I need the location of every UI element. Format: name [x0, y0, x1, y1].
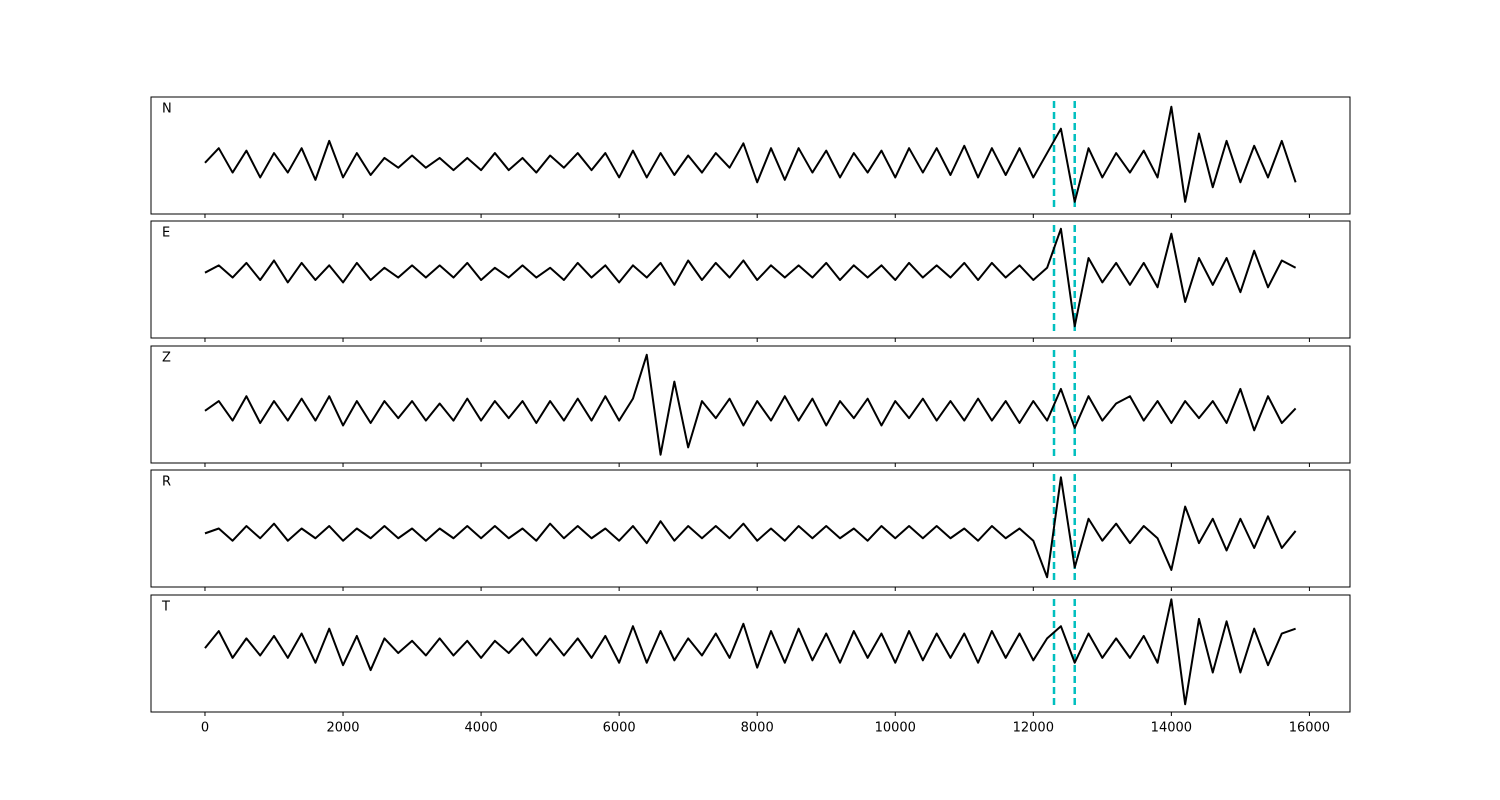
- panel-label: Z: [162, 351, 171, 366]
- panel-frame: [150, 96, 1351, 215]
- x-tick-label: 6000: [603, 721, 636, 736]
- trace: [204, 105, 1297, 203]
- trace: [204, 598, 1296, 706]
- panel-label: N: [162, 102, 172, 117]
- x-tick-label: 12000: [1013, 721, 1054, 736]
- trace: [204, 353, 1297, 456]
- trace: [204, 227, 1297, 328]
- x-tick-label: 10000: [875, 721, 916, 736]
- x-tick-label: 4000: [465, 721, 498, 736]
- x-tick-label: 2000: [326, 721, 359, 736]
- panel-frame: [150, 345, 1351, 464]
- trace: [204, 476, 1297, 579]
- x-tick-label: 8000: [741, 721, 774, 736]
- panel-frame: [150, 220, 1351, 339]
- panel-frame: [150, 594, 1351, 713]
- panel-label: R: [162, 475, 171, 490]
- x-tick-label: 0: [201, 721, 209, 736]
- panel-frame: [150, 469, 1351, 588]
- x-tick-label: 16000: [1289, 721, 1330, 736]
- panel-label: T: [161, 600, 170, 615]
- panel-label: E: [162, 226, 170, 241]
- x-tick-label: 14000: [1151, 721, 1192, 736]
